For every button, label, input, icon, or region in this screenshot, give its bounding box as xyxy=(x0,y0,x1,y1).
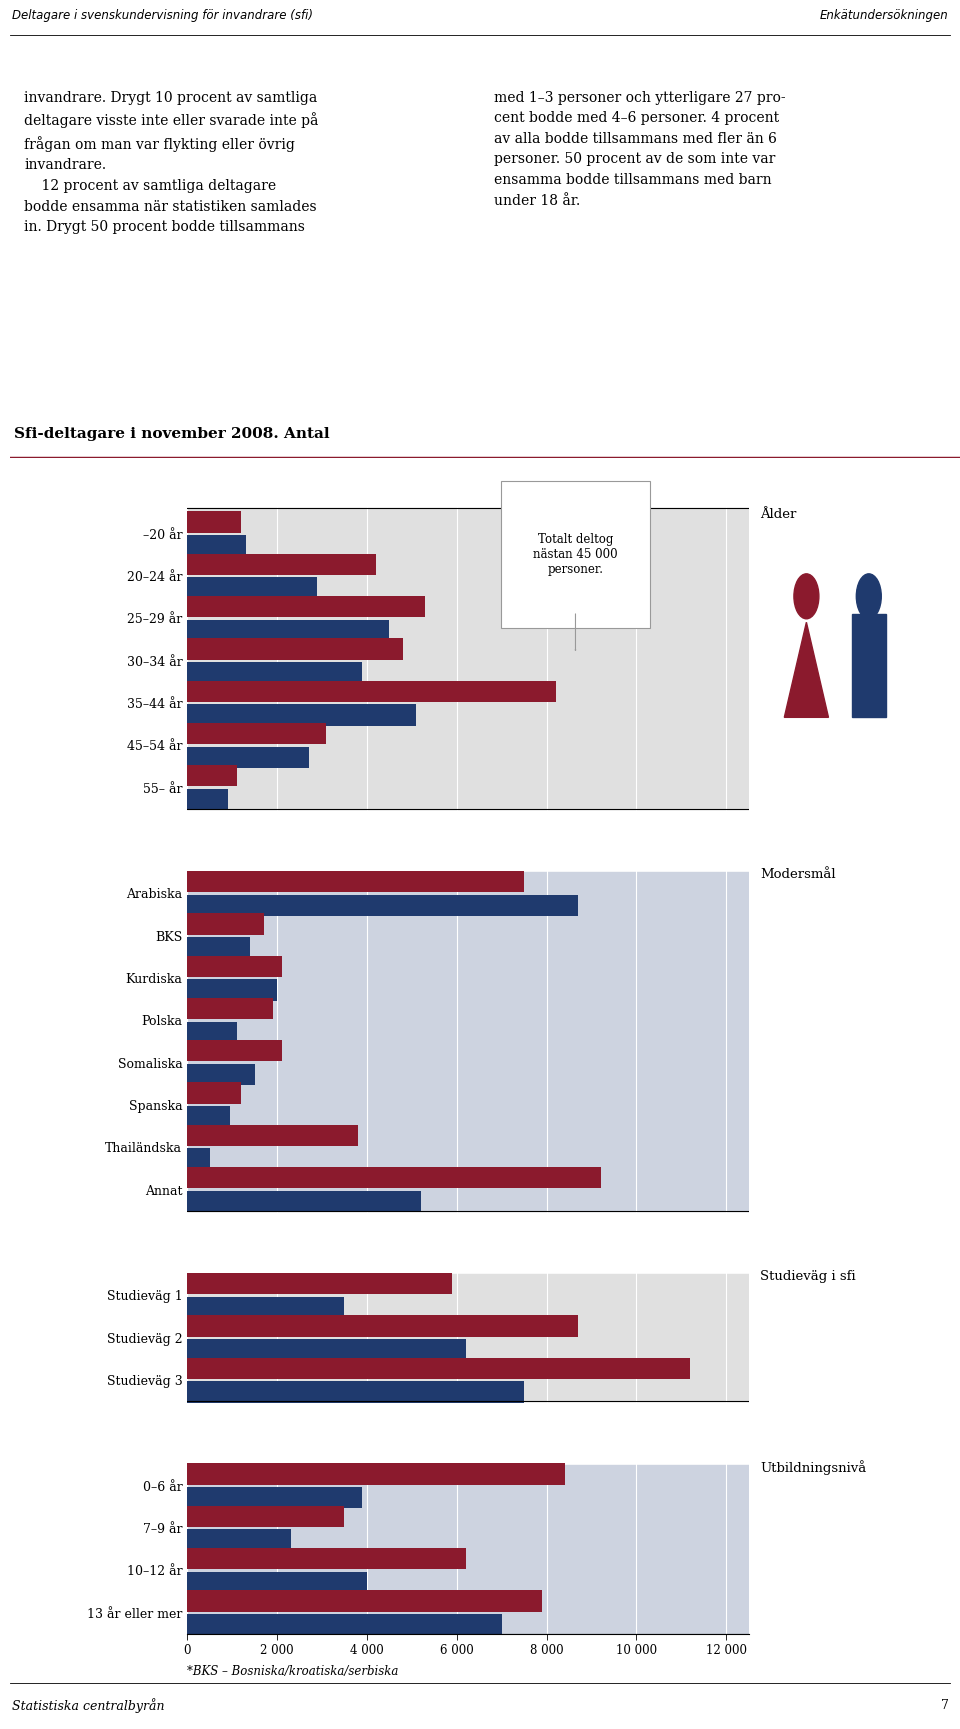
Bar xyxy=(187,619,390,641)
Bar xyxy=(187,788,228,811)
Bar xyxy=(187,956,281,977)
Text: Deltagare i svenskundervisning för invandrare (sfi): Deltagare i svenskundervisning för invan… xyxy=(12,9,313,22)
Bar xyxy=(187,1274,749,1400)
Bar xyxy=(187,1572,367,1592)
Bar xyxy=(187,597,425,617)
Text: Ålder: Ålder xyxy=(760,508,797,522)
Bar xyxy=(187,1381,524,1402)
Bar xyxy=(187,534,246,557)
Bar xyxy=(187,508,749,809)
Bar xyxy=(187,577,318,598)
Bar xyxy=(187,1297,345,1317)
Bar xyxy=(187,1547,466,1570)
Bar xyxy=(187,1506,345,1527)
Text: Statistiska centralbyrån: Statistiska centralbyrån xyxy=(12,1698,164,1713)
Bar xyxy=(187,704,417,726)
Bar xyxy=(187,1487,363,1508)
Bar xyxy=(187,913,264,935)
Bar xyxy=(187,871,524,892)
Bar xyxy=(187,979,277,1001)
Bar xyxy=(187,998,273,1018)
Bar xyxy=(187,1107,229,1127)
Bar xyxy=(187,553,376,574)
Bar xyxy=(187,1463,564,1485)
Text: 7: 7 xyxy=(941,1700,948,1712)
Bar xyxy=(187,937,251,958)
Bar xyxy=(187,1338,466,1361)
Bar xyxy=(187,1082,241,1103)
Bar xyxy=(187,766,236,787)
Bar xyxy=(187,1357,690,1378)
Bar xyxy=(187,662,363,683)
Bar xyxy=(187,894,578,916)
Bar xyxy=(187,1530,291,1551)
Bar xyxy=(187,1273,452,1295)
Bar xyxy=(187,1063,254,1086)
Bar xyxy=(187,1126,358,1146)
Bar xyxy=(187,747,308,768)
Text: Sfi-deltagare i november 2008. Antal: Sfi-deltagare i november 2008. Antal xyxy=(14,427,330,441)
Bar xyxy=(187,681,556,702)
Bar xyxy=(187,638,403,659)
Bar xyxy=(187,1022,236,1043)
Bar xyxy=(187,1591,542,1611)
Bar xyxy=(187,723,326,743)
Text: *BKS – Bosniska/kroatiska/serbiska: *BKS – Bosniska/kroatiska/serbiska xyxy=(187,1665,398,1679)
Bar xyxy=(187,1464,749,1634)
Text: Enkätundersökningen: Enkätundersökningen xyxy=(820,9,948,22)
Text: Totalt deltog
nästan 45 000
personer.: Totalt deltog nästan 45 000 personer. xyxy=(533,534,618,576)
Bar xyxy=(187,1041,281,1062)
Text: med 1–3 personer och ytterligare 27 pro-
cent bodde med 4–6 personer. 4 procent
: med 1–3 personer och ytterligare 27 pro-… xyxy=(494,90,786,207)
Bar xyxy=(187,1148,209,1171)
Bar xyxy=(187,1167,601,1188)
Text: invandrare. Drygt 10 procent av samtliga
deltagare visste inte eller svarade int: invandrare. Drygt 10 procent av samtliga… xyxy=(24,90,319,233)
Text: Studieväg i sfi: Studieväg i sfi xyxy=(760,1271,856,1283)
Bar xyxy=(187,1316,578,1337)
Text: Utbildningsnivå: Utbildningsnivå xyxy=(760,1461,867,1475)
Bar xyxy=(187,512,241,533)
Bar xyxy=(187,1191,420,1212)
Bar xyxy=(187,871,749,1210)
Text: Modersmål: Modersmål xyxy=(760,868,836,882)
Bar xyxy=(187,1613,502,1636)
